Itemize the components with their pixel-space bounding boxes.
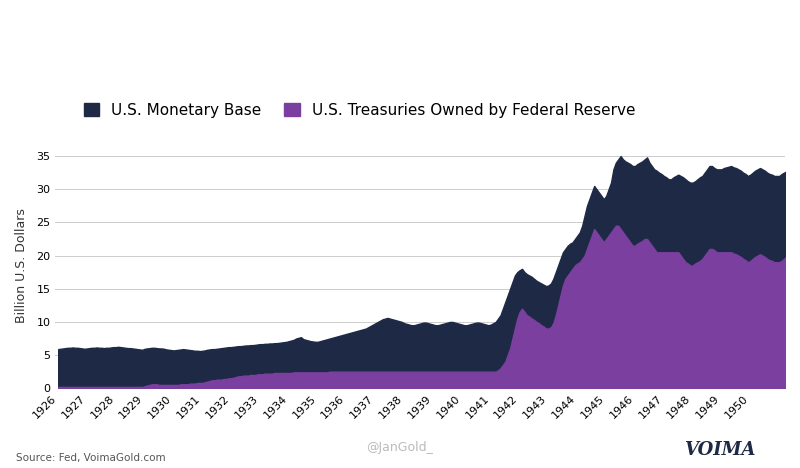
Legend: U.S. Monetary Base, U.S. Treasuries Owned by Federal Reserve: U.S. Monetary Base, U.S. Treasuries Owne… (78, 96, 642, 124)
Text: @JanGold_: @JanGold_ (366, 441, 434, 454)
Text: VOIMA: VOIMA (684, 441, 756, 459)
Text: Source: Fed, VoimaGold.com: Source: Fed, VoimaGold.com (16, 453, 166, 463)
Y-axis label: Billion U.S. Dollars: Billion U.S. Dollars (15, 208, 28, 323)
